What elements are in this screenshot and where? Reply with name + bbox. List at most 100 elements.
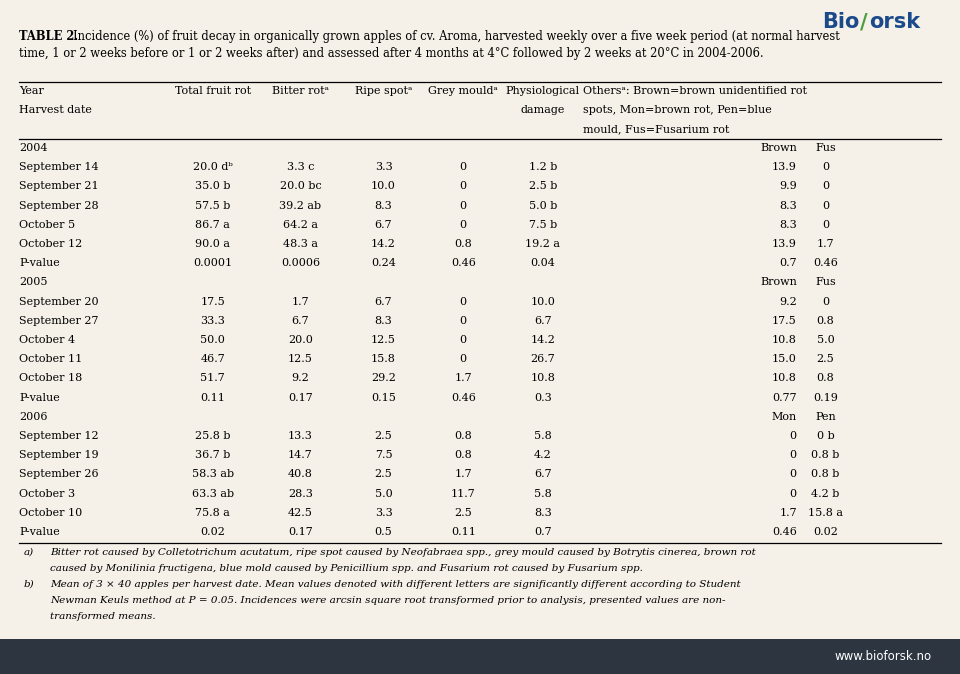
Text: 0.46: 0.46: [772, 527, 797, 537]
Text: 0.8: 0.8: [817, 315, 834, 326]
Text: Brown: Brown: [760, 277, 797, 287]
Text: caused by Monilinia fructigena, blue mold caused by Penicillium spp. and Fusariu: caused by Monilinia fructigena, blue mol…: [50, 563, 643, 573]
Text: 0: 0: [790, 431, 797, 441]
Text: 6.7: 6.7: [374, 220, 393, 230]
Text: Bitter rot caused by Colletotrichum acutatum, ripe spot caused by Neofabraea spp: Bitter rot caused by Colletotrichum acut…: [50, 547, 756, 557]
Text: 75.8 a: 75.8 a: [195, 508, 230, 518]
Text: 17.5: 17.5: [201, 297, 225, 307]
Text: 5.0: 5.0: [817, 335, 834, 345]
Text: 7.5 b: 7.5 b: [529, 220, 557, 230]
Text: 0: 0: [460, 354, 467, 364]
Text: 0.11: 0.11: [201, 392, 225, 402]
Text: 50.0: 50.0: [201, 335, 225, 345]
Text: 29.2: 29.2: [372, 373, 396, 384]
Text: 9.2: 9.2: [292, 373, 309, 384]
Text: 4.2 b: 4.2 b: [811, 489, 840, 499]
Text: 3.3 c: 3.3 c: [287, 162, 314, 172]
Text: 0.3: 0.3: [534, 392, 552, 402]
Text: September 19: September 19: [19, 450, 99, 460]
Text: Physiological: Physiological: [506, 86, 580, 96]
Text: 0.8: 0.8: [454, 431, 472, 441]
Text: 39.2 ab: 39.2 ab: [279, 200, 322, 210]
Text: 13.3: 13.3: [288, 431, 313, 441]
Text: 0.8: 0.8: [454, 450, 472, 460]
Text: 1.7: 1.7: [292, 297, 309, 307]
Text: 14.2: 14.2: [531, 335, 555, 345]
Text: 64.2 a: 64.2 a: [283, 220, 318, 230]
Text: 0: 0: [460, 162, 467, 172]
Text: 17.5: 17.5: [772, 315, 797, 326]
Text: 0.19: 0.19: [813, 392, 838, 402]
Text: 0.46: 0.46: [451, 258, 475, 268]
Text: 20.0: 20.0: [288, 335, 313, 345]
Text: damage: damage: [520, 105, 565, 115]
Text: 0.15: 0.15: [372, 392, 396, 402]
Text: 1.2 b: 1.2 b: [529, 162, 557, 172]
Text: 15.8 a: 15.8 a: [808, 508, 843, 518]
Text: orsk: orsk: [869, 12, 920, 32]
Text: October 5: October 5: [19, 220, 75, 230]
Text: 10.0: 10.0: [372, 181, 396, 191]
Text: 2006: 2006: [19, 412, 48, 422]
Text: 42.5: 42.5: [288, 508, 313, 518]
Text: 26.7: 26.7: [531, 354, 555, 364]
Text: 40.8: 40.8: [288, 469, 313, 479]
Text: 12.5: 12.5: [288, 354, 313, 364]
Text: Fus: Fus: [815, 277, 836, 287]
Text: P-value: P-value: [19, 258, 60, 268]
Text: 1.7: 1.7: [817, 239, 834, 249]
Text: 0: 0: [460, 315, 467, 326]
Text: 11.7: 11.7: [451, 489, 475, 499]
Text: 0.8: 0.8: [817, 373, 834, 384]
Text: 6.7: 6.7: [534, 315, 552, 326]
Text: 8.3: 8.3: [374, 200, 393, 210]
Text: 2.5 b: 2.5 b: [529, 181, 557, 191]
Text: 0.7: 0.7: [534, 527, 552, 537]
Text: 0 b: 0 b: [817, 431, 834, 441]
Text: 20.0 bc: 20.0 bc: [279, 181, 322, 191]
Text: 10.0: 10.0: [531, 297, 555, 307]
Text: 0: 0: [790, 489, 797, 499]
Text: /: /: [860, 12, 868, 32]
Text: 2.5: 2.5: [454, 508, 472, 518]
Text: Grey mouldᵃ: Grey mouldᵃ: [428, 86, 498, 96]
Text: October 12: October 12: [19, 239, 83, 249]
Text: 0.7: 0.7: [780, 258, 797, 268]
Text: 1.7: 1.7: [454, 469, 472, 479]
Text: 36.7 b: 36.7 b: [195, 450, 230, 460]
Text: Mon: Mon: [772, 412, 797, 422]
Text: September 14: September 14: [19, 162, 99, 172]
Text: October 11: October 11: [19, 354, 83, 364]
Text: transformed means.: transformed means.: [50, 612, 156, 621]
Text: 25.8 b: 25.8 b: [195, 431, 230, 441]
Text: 51.7: 51.7: [201, 373, 225, 384]
Text: 0.04: 0.04: [531, 258, 555, 268]
Text: 5.0: 5.0: [374, 489, 393, 499]
Text: October 3: October 3: [19, 489, 75, 499]
Text: 33.3: 33.3: [201, 315, 225, 326]
Text: 0: 0: [822, 181, 829, 191]
Text: Fus: Fus: [815, 143, 836, 153]
Text: 3.3: 3.3: [374, 162, 393, 172]
Text: Pen: Pen: [815, 412, 836, 422]
Text: 0: 0: [822, 162, 829, 172]
Text: Total fruit rot: Total fruit rot: [175, 86, 251, 96]
Text: September 21: September 21: [19, 181, 99, 191]
Text: 20.0 dᵇ: 20.0 dᵇ: [193, 162, 232, 172]
Text: 8.3: 8.3: [534, 508, 552, 518]
Text: 14.7: 14.7: [288, 450, 313, 460]
Text: P-value: P-value: [19, 392, 60, 402]
Text: 0.8 b: 0.8 b: [811, 469, 840, 479]
Text: 0.02: 0.02: [813, 527, 838, 537]
Text: September 12: September 12: [19, 431, 99, 441]
Text: 19.2 a: 19.2 a: [525, 239, 561, 249]
Text: 9.9: 9.9: [780, 181, 797, 191]
Text: 0: 0: [460, 335, 467, 345]
Text: 12.5: 12.5: [372, 335, 396, 345]
Text: mould, Fus=Fusarium rot: mould, Fus=Fusarium rot: [583, 124, 729, 134]
Text: 6.7: 6.7: [374, 297, 393, 307]
Text: 0: 0: [822, 220, 829, 230]
Text: 0.46: 0.46: [451, 392, 475, 402]
Text: October 4: October 4: [19, 335, 75, 345]
Text: 8.3: 8.3: [780, 200, 797, 210]
